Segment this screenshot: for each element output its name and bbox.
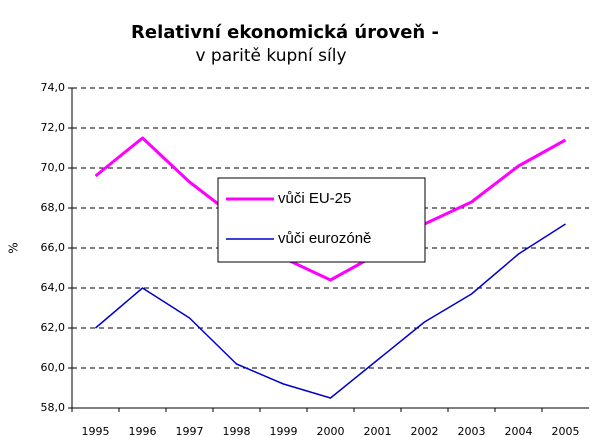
y-tick-label: 66,0 [41, 241, 66, 254]
x-tick-label: 2002 [411, 425, 439, 437]
x-tick-label: 1999 [270, 425, 298, 437]
legend-label: vůči eurozóně [278, 230, 371, 247]
y-tick-label: 74,0 [41, 81, 66, 94]
legend-box [217, 177, 426, 263]
x-tick-label: 2005 [552, 425, 580, 437]
y-tick-label: 70,0 [41, 161, 66, 174]
y-tick-label: 64,0 [41, 281, 66, 294]
series-line [94, 136, 567, 282]
legend-label: vůči EU-25 [278, 190, 351, 207]
x-tick-label: 2003 [458, 425, 486, 437]
y-tick-label: 68,0 [41, 201, 66, 214]
series-line [95, 223, 566, 399]
y-tick-label: 58,0 [41, 401, 66, 414]
x-tick-label: 2001 [364, 425, 392, 437]
y-tick-label: 60,0 [41, 361, 66, 374]
y-axis-label: % [7, 242, 21, 253]
x-tick-label: 2004 [505, 425, 533, 437]
x-tick-label: 1997 [176, 425, 204, 437]
y-tick-label: 72,0 [41, 121, 66, 134]
chart-title: Relativní ekonomická úroveň - [131, 22, 439, 43]
x-tick-label: 1996 [129, 425, 157, 437]
x-tick-label: 1998 [223, 425, 251, 437]
chart-subtitle: v paritě kupní síly [195, 46, 346, 66]
x-tick-label: 1995 [82, 425, 110, 437]
x-tick-label: 2000 [317, 425, 345, 437]
y-tick-label: 62,0 [41, 321, 66, 334]
